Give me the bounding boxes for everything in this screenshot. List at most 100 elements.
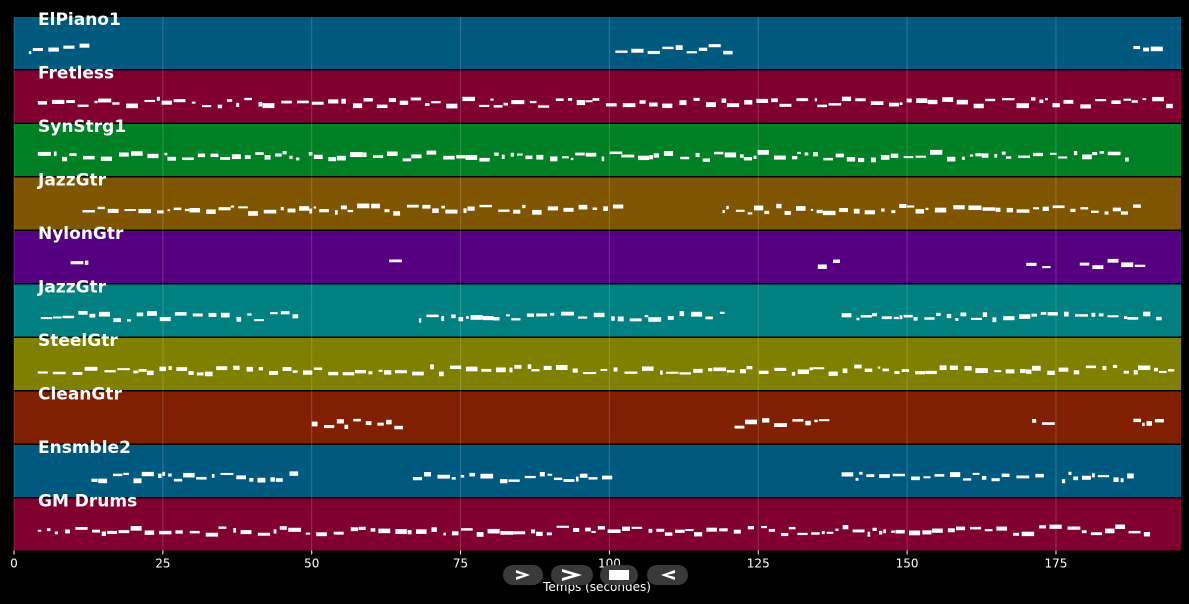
note-mark bbox=[985, 98, 996, 102]
note-mark bbox=[916, 98, 928, 104]
note-mark bbox=[456, 155, 466, 159]
note-mark bbox=[575, 152, 585, 156]
note-mark bbox=[118, 530, 130, 534]
note-mark bbox=[927, 99, 938, 105]
note-mark bbox=[685, 529, 694, 532]
note-mark bbox=[855, 477, 859, 481]
note-mark bbox=[525, 155, 533, 160]
note-mark bbox=[168, 366, 172, 370]
note-mark bbox=[377, 422, 384, 426]
track-label: Fretless bbox=[38, 64, 114, 84]
note-mark bbox=[270, 477, 275, 482]
note-mark bbox=[899, 102, 903, 105]
note-mark bbox=[939, 365, 947, 371]
note-mark bbox=[1039, 525, 1046, 529]
note-mark bbox=[342, 372, 355, 376]
note-mark bbox=[757, 150, 769, 155]
note-mark bbox=[1146, 421, 1153, 426]
note-mark bbox=[416, 529, 427, 534]
note-mark bbox=[762, 418, 770, 423]
note-mark bbox=[458, 316, 464, 322]
note-mark bbox=[257, 477, 266, 483]
note-mark bbox=[220, 472, 234, 475]
note-mark bbox=[949, 472, 961, 478]
note-mark bbox=[130, 526, 142, 531]
x-tick-label: 25 bbox=[155, 557, 170, 571]
note-mark bbox=[964, 366, 972, 371]
note-mark bbox=[1097, 475, 1110, 478]
track-lane bbox=[14, 124, 1181, 176]
note-mark bbox=[835, 153, 844, 158]
note-mark bbox=[791, 155, 798, 160]
note-mark bbox=[141, 471, 154, 477]
note-mark bbox=[107, 208, 119, 213]
note-mark bbox=[311, 101, 324, 105]
note-mark bbox=[216, 366, 228, 371]
note-mark bbox=[992, 317, 997, 323]
note-mark bbox=[864, 368, 873, 372]
note-mark bbox=[835, 528, 839, 531]
note-mark bbox=[561, 311, 575, 316]
note-mark bbox=[859, 471, 863, 475]
note-mark bbox=[1091, 312, 1096, 317]
note-mark bbox=[257, 532, 271, 536]
note-mark bbox=[613, 367, 618, 372]
note-mark bbox=[289, 471, 299, 476]
note-mark bbox=[1073, 476, 1079, 481]
note-mark bbox=[206, 209, 216, 214]
note-mark bbox=[972, 472, 980, 475]
forward-icon bbox=[562, 569, 582, 581]
note-mark bbox=[947, 156, 956, 162]
note-mark bbox=[795, 206, 806, 211]
note-mark bbox=[341, 98, 346, 104]
forward-button[interactable] bbox=[551, 565, 593, 585]
note-mark bbox=[363, 152, 367, 157]
note-mark bbox=[1073, 370, 1080, 375]
note-mark bbox=[268, 371, 278, 375]
note-mark bbox=[424, 472, 431, 477]
track-label: ElPiano1 bbox=[38, 10, 121, 30]
note-mark bbox=[555, 98, 564, 102]
note-mark bbox=[1111, 100, 1121, 105]
note-mark bbox=[479, 157, 490, 162]
note-mark bbox=[494, 152, 499, 156]
note-mark bbox=[585, 527, 591, 532]
note-mark bbox=[158, 473, 162, 479]
note-mark bbox=[465, 154, 478, 160]
note-mark bbox=[1050, 152, 1057, 155]
note-mark bbox=[617, 316, 624, 322]
note-mark bbox=[991, 478, 1000, 482]
play-button[interactable] bbox=[503, 565, 543, 585]
stop-button[interactable] bbox=[600, 565, 638, 585]
note-mark bbox=[585, 152, 597, 157]
note-mark bbox=[642, 366, 654, 371]
note-mark bbox=[1090, 532, 1103, 536]
note-mark bbox=[817, 264, 827, 269]
note-mark bbox=[797, 532, 808, 536]
note-mark bbox=[1063, 311, 1069, 317]
note-mark bbox=[816, 209, 823, 214]
note-mark bbox=[694, 532, 703, 537]
note-mark bbox=[579, 473, 588, 478]
note-mark bbox=[679, 100, 687, 106]
note-mark bbox=[79, 43, 90, 48]
note-mark bbox=[54, 531, 59, 535]
note-mark bbox=[982, 207, 996, 211]
rewind-button[interactable] bbox=[647, 565, 688, 585]
note-mark bbox=[505, 314, 510, 317]
note-mark bbox=[746, 365, 753, 370]
note-mark bbox=[852, 529, 865, 533]
note-mark bbox=[1016, 475, 1030, 479]
note-mark bbox=[739, 154, 744, 158]
note-mark bbox=[412, 477, 423, 481]
note-mark bbox=[546, 532, 552, 536]
note-mark bbox=[854, 364, 862, 369]
note-mark bbox=[1075, 314, 1089, 317]
track-lane bbox=[14, 445, 1181, 497]
note-mark bbox=[280, 311, 290, 315]
note-mark bbox=[779, 103, 792, 107]
note-mark bbox=[740, 369, 746, 374]
playback-controls bbox=[503, 565, 688, 585]
note-mark bbox=[774, 423, 787, 427]
note-mark bbox=[797, 151, 801, 155]
